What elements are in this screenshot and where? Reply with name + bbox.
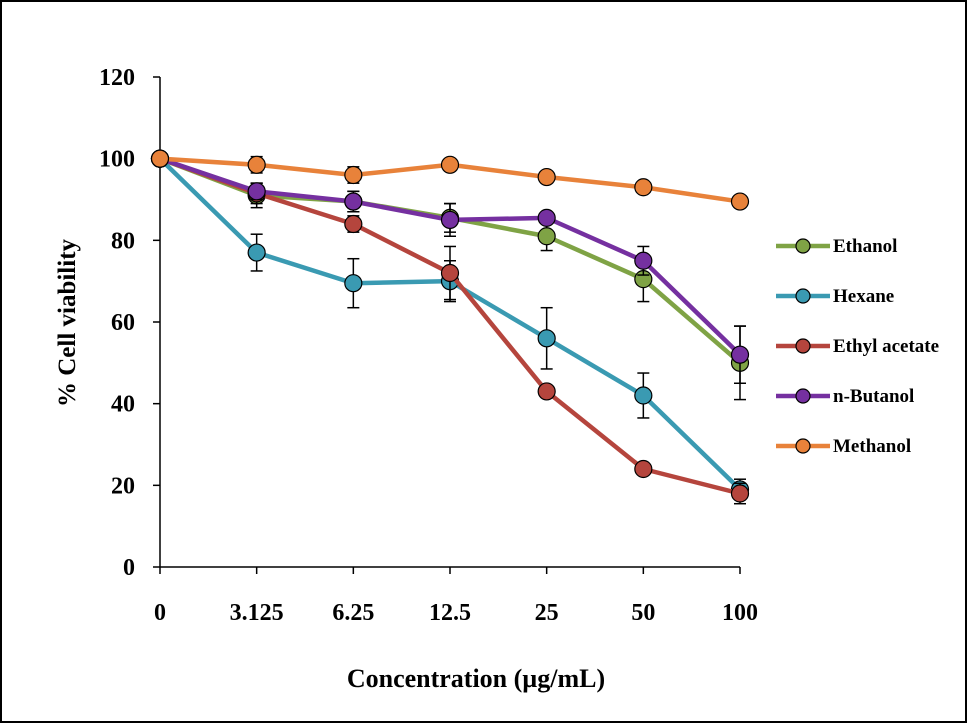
x-tick-label: 12.5 <box>429 600 471 626</box>
data-point <box>247 243 266 262</box>
data-point <box>150 149 170 168</box>
data-point <box>730 345 750 364</box>
data-point <box>730 192 750 211</box>
x-tick-label: 100 <box>722 600 758 626</box>
data-point <box>537 382 556 401</box>
data-point <box>344 192 363 211</box>
legend-item: Ethyl acetate <box>776 336 939 357</box>
legend-marker <box>795 238 811 254</box>
series-methanol <box>150 149 750 211</box>
legend-label: Methanol <box>833 436 911 457</box>
y-axis-label: % Cell viability <box>54 238 81 407</box>
data-point <box>537 208 556 227</box>
legend-item: Ethanol <box>776 236 897 257</box>
data-point <box>440 210 460 230</box>
data-point <box>247 155 266 174</box>
legend-label: Ethyl acetate <box>833 336 939 357</box>
data-point <box>344 165 363 185</box>
data-point <box>440 263 460 283</box>
legend-label: Ethanol <box>833 236 897 257</box>
y-tick-label: 80 <box>111 228 135 254</box>
x-tick-label: 6.25 <box>332 600 374 626</box>
legend-marker <box>795 388 811 404</box>
legend-marker <box>795 338 811 354</box>
data-point <box>537 167 556 187</box>
x-tick-label: 3.125 <box>230 600 284 626</box>
x-tick-label: 0 <box>154 600 166 626</box>
legend-item: Methanol <box>776 436 911 457</box>
data-point <box>247 182 266 201</box>
legend-label: Hexane <box>833 286 894 307</box>
data-point <box>634 386 653 405</box>
data-point <box>634 251 653 270</box>
series-layer <box>150 149 750 505</box>
data-point <box>344 274 363 293</box>
legend-item: Hexane <box>776 286 894 307</box>
axes: 0 20 40 60 80 100 120 0 3.125 6.25 12.5 25 50 100 <box>99 65 758 626</box>
data-point <box>634 459 653 479</box>
data-point <box>537 227 556 246</box>
y-tick-label: 100 <box>99 147 135 173</box>
data-point <box>730 484 750 503</box>
legend-item: n-Butanol <box>776 386 914 407</box>
legend-marker <box>795 288 811 304</box>
x-tick-label: 50 <box>631 600 655 626</box>
y-tick-label: 120 <box>99 65 135 91</box>
y-tick-label: 60 <box>111 310 135 336</box>
data-point <box>344 214 363 234</box>
data-point <box>440 155 460 174</box>
series-hexane <box>150 149 750 501</box>
data-point <box>537 329 556 348</box>
data-point <box>634 178 653 197</box>
legend-marker <box>795 438 811 454</box>
y-tick-label: 40 <box>111 392 135 418</box>
legend: Ethanol Hexane Ethyl acetate n-Butanol Metha… <box>776 236 939 457</box>
x-tick-label: 25 <box>535 600 559 626</box>
legend-label: n-Butanol <box>833 386 914 407</box>
y-tick-label: 0 <box>123 555 135 581</box>
y-tick-label: 20 <box>111 473 135 499</box>
x-axis-label: Concentration (µg/mL) <box>347 664 605 693</box>
